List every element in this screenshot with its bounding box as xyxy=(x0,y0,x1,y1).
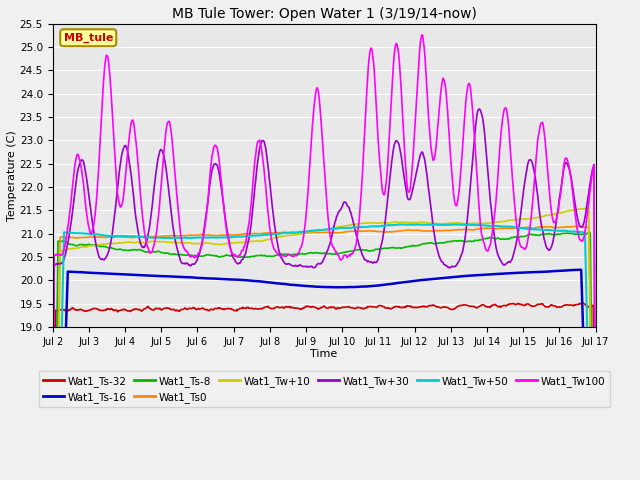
Wat1_Tw+10 xyxy=(59,248,67,253)
Wat1_Tw+50 xyxy=(59,295,67,300)
Wat1_Tw+50 xyxy=(390,222,398,228)
Wat1_Tw+10 xyxy=(198,240,206,246)
Legend: Wat1_Ts-32, Wat1_Ts-16, Wat1_Ts-8, Wat1_Ts0, Wat1_Tw+10, Wat1_Tw+30, Wat1_Tw+50,: Wat1_Ts-32, Wat1_Ts-16, Wat1_Ts-8, Wat1_… xyxy=(38,372,610,407)
Line: Wat1_Tw100: Wat1_Tw100 xyxy=(52,35,596,480)
Wat1_Ts-32 xyxy=(59,307,67,313)
Line: Wat1_Tw+50: Wat1_Tw+50 xyxy=(52,225,596,480)
Wat1_Ts-32 xyxy=(115,308,122,313)
Wat1_Tw+50 xyxy=(413,222,420,228)
Wat1_Ts-16 xyxy=(390,281,398,287)
Line: Wat1_Ts-16: Wat1_Ts-16 xyxy=(52,270,596,480)
Title: MB Tule Tower: Open Water 1 (3/19/14-now): MB Tule Tower: Open Water 1 (3/19/14-now… xyxy=(172,7,477,21)
Wat1_Ts0 xyxy=(170,233,177,239)
Wat1_Tw+30 xyxy=(390,144,398,149)
Wat1_Tw100 xyxy=(198,241,206,247)
Wat1_Tw+50 xyxy=(170,235,177,240)
Wat1_Ts-8 xyxy=(59,238,67,244)
Wat1_Tw+10 xyxy=(170,240,177,245)
Wat1_Tw+10 xyxy=(584,205,592,211)
Wat1_Tw+50 xyxy=(198,235,206,240)
Wat1_Ts-16 xyxy=(59,433,67,439)
Wat1_Ts-32 xyxy=(198,305,206,311)
X-axis label: Time: Time xyxy=(310,349,338,360)
Wat1_Tw+30 xyxy=(476,106,483,112)
Wat1_Tw100 xyxy=(390,55,398,60)
Wat1_Tw100 xyxy=(418,32,426,37)
Line: Wat1_Ts-8: Wat1_Ts-8 xyxy=(52,233,596,480)
Wat1_Ts-8 xyxy=(198,253,206,259)
Wat1_Ts0 xyxy=(198,232,206,238)
Wat1_Ts0 xyxy=(390,229,398,235)
Wat1_Ts-16 xyxy=(577,267,585,273)
Wat1_Tw+30 xyxy=(115,178,122,183)
Y-axis label: Temperature (C): Temperature (C) xyxy=(7,130,17,220)
Wat1_Tw+10 xyxy=(115,240,122,246)
Wat1_Ts-8 xyxy=(170,251,177,257)
Wat1_Ts-32 xyxy=(390,304,398,310)
Wat1_Tw+10 xyxy=(406,220,413,226)
Wat1_Ts-16 xyxy=(406,278,413,284)
Wat1_Tw+50 xyxy=(406,222,413,228)
Wat1_Ts-16 xyxy=(198,275,206,281)
Wat1_Tw+50 xyxy=(115,233,122,239)
Wat1_Ts-16 xyxy=(115,271,122,277)
Wat1_Ts-32 xyxy=(579,300,586,306)
Wat1_Ts-8 xyxy=(406,243,413,249)
Text: MB_tule: MB_tule xyxy=(63,33,113,43)
Wat1_Ts0 xyxy=(573,223,580,229)
Wat1_Tw100 xyxy=(59,251,67,257)
Wat1_Ts-8 xyxy=(586,230,594,236)
Wat1_Ts-16 xyxy=(170,274,177,279)
Wat1_Tw+30 xyxy=(406,197,413,203)
Line: Wat1_Tw+10: Wat1_Tw+10 xyxy=(52,208,596,480)
Line: Wat1_Tw+30: Wat1_Tw+30 xyxy=(52,109,596,480)
Wat1_Ts-32 xyxy=(170,306,177,312)
Wat1_Tw+10 xyxy=(390,219,398,225)
Wat1_Tw+30 xyxy=(59,259,67,265)
Wat1_Ts0 xyxy=(115,234,122,240)
Wat1_Tw+30 xyxy=(198,239,206,245)
Wat1_Tw100 xyxy=(170,153,177,158)
Wat1_Ts-8 xyxy=(115,247,122,252)
Line: Wat1_Ts-32: Wat1_Ts-32 xyxy=(52,303,596,480)
Wat1_Tw+30 xyxy=(170,227,177,233)
Wat1_Ts0 xyxy=(59,234,67,240)
Wat1_Tw100 xyxy=(406,188,413,194)
Wat1_Tw100 xyxy=(115,196,122,202)
Line: Wat1_Ts0: Wat1_Ts0 xyxy=(52,226,596,480)
Wat1_Ts-32 xyxy=(406,303,413,309)
Wat1_Ts0 xyxy=(406,227,413,233)
Wat1_Ts-8 xyxy=(390,244,398,250)
